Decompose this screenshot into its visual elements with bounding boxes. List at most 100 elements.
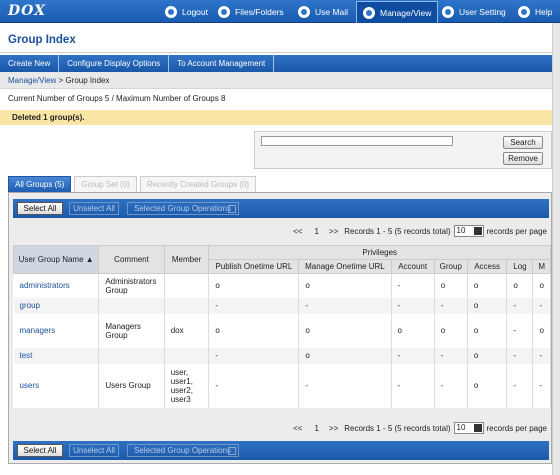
records-per-page-label: records per page (486, 226, 547, 236)
group-count-text: Current Number of Groups 5 / Maximum Num… (8, 94, 226, 103)
search-button[interactable]: Search (503, 136, 543, 149)
table-cell: o (298, 273, 392, 298)
table-cell: - (532, 363, 551, 408)
breadcrumb-separator: > (56, 76, 66, 85)
table-cell: - (506, 313, 534, 348)
table-cell: Administrators Group (98, 273, 165, 298)
table-cell: o (391, 313, 435, 348)
records-summary: Records 1 - 5 (5 records total) (344, 423, 451, 433)
table-cell: o (208, 313, 300, 348)
table-cell (164, 297, 210, 314)
menu-to-account-management[interactable]: To Account Management (169, 55, 275, 72)
table-cell: - (532, 297, 551, 314)
top-operations-bar: Select All Unselect All Selected Group O… (13, 199, 549, 218)
tab-group-set[interactable]: Group Set (0) (74, 176, 137, 192)
next-page-link[interactable]: >> (328, 226, 339, 236)
group-name-link[interactable]: group (13, 297, 100, 314)
next-page-link[interactable]: >> (328, 423, 339, 433)
groups-table: User Group Name ▲ Comment Member Privile… (12, 245, 551, 408)
table-row: administrators Administrators Group o o - o o o… (13, 273, 551, 298)
page-number[interactable]: 1 (314, 423, 319, 433)
records-per-page-select[interactable]: 10 (453, 225, 484, 237)
deleted-notice: Deleted 1 group(s). (0, 110, 552, 125)
page-title: Group Index (8, 34, 76, 46)
selected-group-operations-dropdown[interactable]: Selected Group Operations (127, 444, 239, 457)
privileges-header: Privileges (208, 245, 551, 260)
page-number[interactable]: 1 (314, 226, 319, 236)
breadcrumb-current: Group Index (65, 76, 110, 85)
table-cell: - (208, 363, 300, 408)
col-log: Log (506, 259, 534, 274)
prev-page-link[interactable]: << (293, 226, 303, 236)
select-all-button[interactable]: Select All (17, 444, 63, 457)
group-name-link[interactable]: administrators (13, 273, 100, 298)
table-cell: o (298, 313, 392, 348)
col-member: Member (163, 245, 210, 274)
col-user-group-name[interactable]: User Group Name ▲ (12, 245, 100, 274)
nav-manage-view[interactable]: Manage/View (356, 1, 439, 23)
table-cell: - (391, 363, 435, 408)
table-cell: Managers Group (98, 313, 165, 348)
search-input[interactable] (261, 136, 453, 146)
table-cell: - (506, 347, 534, 364)
tab-all-groups[interactable]: All Groups (5) (8, 176, 72, 192)
table-row: users Users Group user, user1, user2, user… (13, 363, 551, 408)
remove-button[interactable]: Remove (503, 152, 543, 165)
records-per-page-select[interactable]: 10 (453, 422, 484, 434)
table-cell: o (434, 313, 468, 348)
menu-configure-display-options[interactable]: Configure Display Options (59, 55, 170, 72)
bottom-pager: << 1 >> Records 1 - 5 (5 records total) … (293, 421, 547, 435)
table-cell (98, 297, 165, 314)
group-name-link[interactable]: managers (13, 313, 100, 348)
title-divider (0, 52, 552, 53)
table-cell: - (208, 297, 300, 314)
table-row: test - o - - o - - (13, 347, 551, 364)
table-cell (164, 347, 210, 364)
nav-user-setting[interactable]: User Setting (442, 0, 506, 23)
table-cell: - (298, 297, 392, 314)
sort-asc-icon: ▲ (85, 255, 94, 264)
unselect-all-button[interactable]: Unselect All (69, 444, 119, 457)
table-cell: o (532, 273, 551, 298)
bottom-operations-bar: Select All Unselect All Selected Group O… (13, 441, 549, 460)
table-cell: - (434, 297, 468, 314)
table-cell: - (391, 347, 435, 364)
table-cell: o (467, 347, 508, 364)
logout-icon (165, 5, 177, 18)
col-account: Account (390, 259, 435, 274)
menu-create-new[interactable]: Create New (0, 55, 60, 72)
mail-icon (298, 5, 310, 18)
table-cell: - (434, 347, 468, 364)
tab-recently-created-groups[interactable]: Recently Created Groups (0) (139, 176, 257, 192)
table-cell (164, 273, 210, 298)
breadcrumb-manage-view[interactable]: Manage/View (8, 76, 57, 85)
table-cell: - (298, 363, 392, 408)
breadcrumb: Manage/View > Group Index (0, 72, 552, 89)
nav-logout[interactable]: Logout (165, 0, 208, 23)
table-cell: o (208, 273, 300, 298)
table-cell: o (467, 363, 508, 408)
table-cell: Users Group (98, 363, 165, 408)
chevron-down-icon (473, 424, 482, 432)
table-cell: o (467, 273, 508, 298)
chevron-down-icon (228, 205, 236, 213)
table-cell: o (467, 297, 508, 314)
chevron-down-icon (473, 227, 482, 235)
user-icon (442, 5, 454, 18)
group-name-link[interactable]: users (13, 363, 100, 408)
table-cell: - (391, 273, 435, 298)
selected-group-operations-dropdown[interactable]: Selected Group Operations (127, 202, 239, 215)
group-name-link[interactable]: test (13, 347, 100, 364)
nav-use-mail[interactable]: Use Mail (298, 0, 348, 23)
col-manage-onetime-url: Manage Onetime URL (298, 259, 392, 274)
table-cell: - (506, 363, 534, 408)
table-row: managers Managers Group dox o o o o o - o (13, 313, 551, 348)
unselect-all-button[interactable]: Unselect All (69, 202, 119, 215)
page-scrollbar[interactable] (552, 23, 560, 475)
nav-files-folders[interactable]: Files/Folders (218, 0, 284, 23)
table-cell: o (532, 313, 551, 348)
prev-page-link[interactable]: << (293, 423, 303, 433)
select-all-button[interactable]: Select All (17, 202, 63, 215)
nav-help[interactable]: Help (518, 0, 552, 23)
table-cell: user, user1, user2, user3 (164, 363, 210, 408)
